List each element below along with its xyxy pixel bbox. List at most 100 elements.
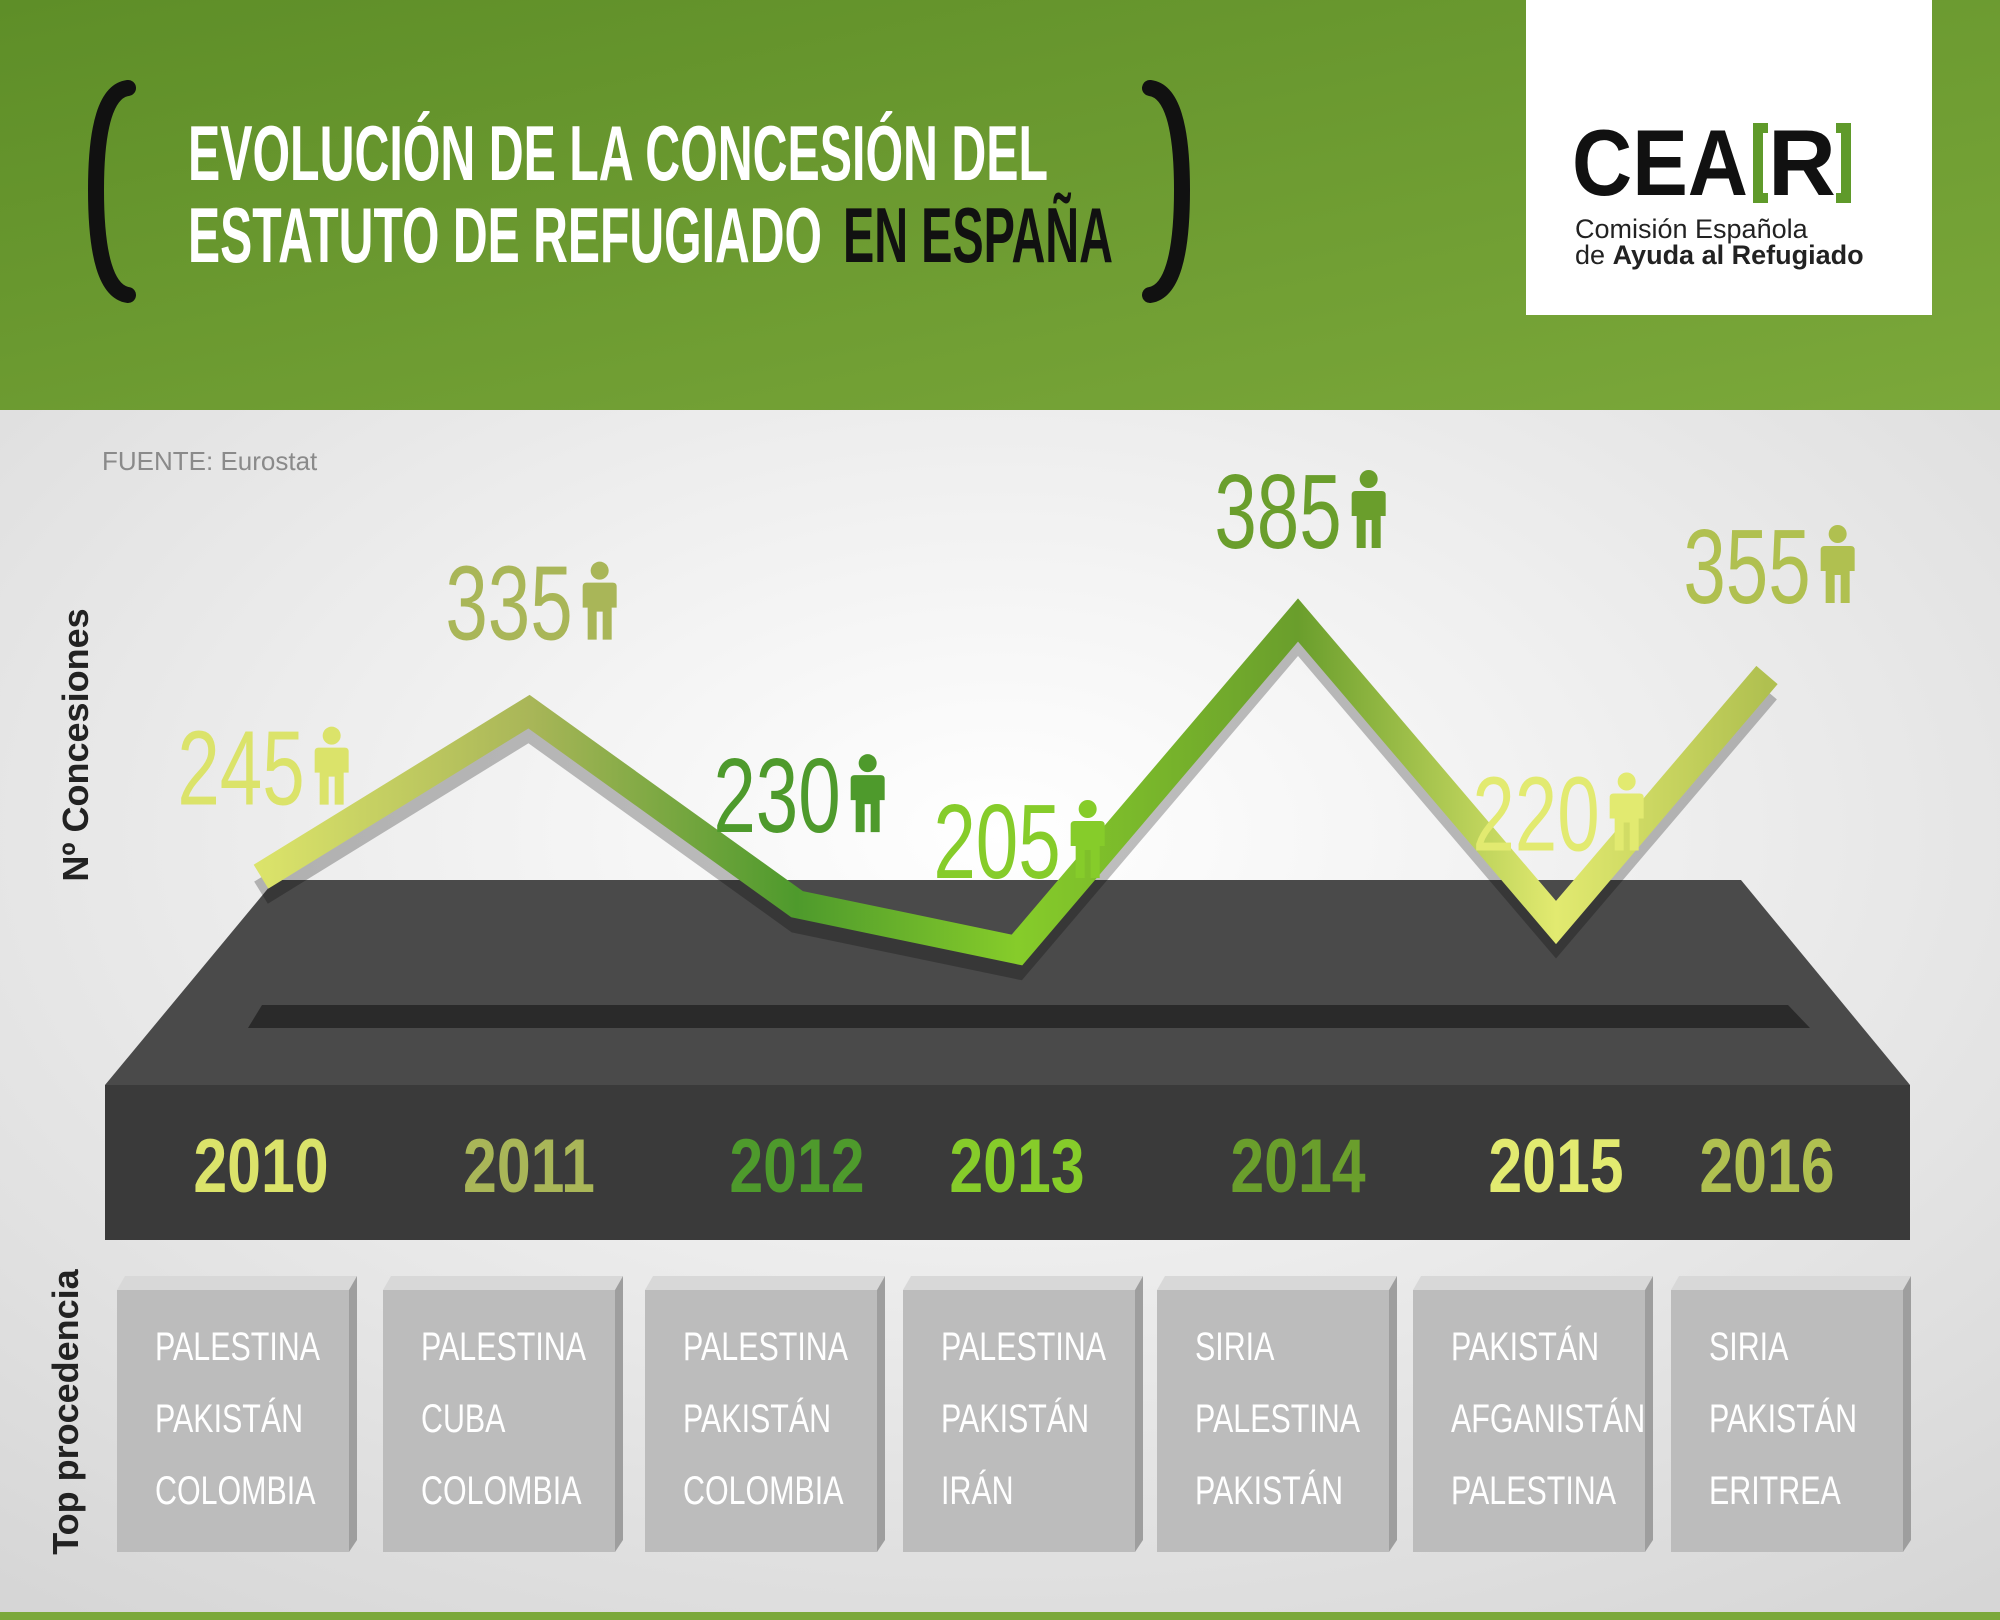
origin-label: Top procedencia [45, 1268, 86, 1554]
origin-box-side [1903, 1276, 1911, 1552]
logo-subtitle-prefix: de [1575, 240, 1605, 270]
origin-box-side [877, 1276, 885, 1552]
origin-box-bevel [903, 1276, 1143, 1290]
person-icon [582, 561, 617, 640]
title-line: ESTATUTO DE REFUGIADO [188, 191, 822, 279]
person-head [590, 561, 609, 580]
origin-name: PAKISTÁN [155, 1396, 303, 1441]
x-tick-label: 2013 [949, 1124, 1084, 1209]
origin-name: ERITREA [1709, 1469, 1841, 1513]
person-body [314, 747, 349, 805]
title-highlight: EN ESPAÑA [843, 191, 1113, 279]
origin-name: PAKISTÁN [683, 1396, 831, 1441]
y-axis-label: Nº Concesiones [55, 608, 96, 881]
person-head [1828, 525, 1847, 543]
value-label: 385 [1214, 453, 1341, 571]
person-body [1609, 793, 1644, 851]
footer-line [0, 1612, 2000, 1620]
origin-name: IRÁN [941, 1468, 1014, 1513]
origin-name: PAKISTÁN [1451, 1324, 1599, 1369]
origin-box-bevel [1671, 1276, 1911, 1290]
logo-name: CEA [1572, 110, 1748, 215]
value-label: 335 [445, 545, 572, 663]
person-icon [1351, 470, 1386, 548]
value-label: 230 [713, 737, 840, 855]
origin-box-side [1645, 1276, 1653, 1552]
x-tick-label: 2014 [1230, 1124, 1365, 1209]
x-tick-label: 2010 [193, 1124, 328, 1209]
origin-box-side [1389, 1276, 1397, 1552]
origin-box [903, 1290, 1135, 1552]
title-line: EVOLUCIÓN DE LA CONCESIÓN DEL [188, 109, 1048, 197]
origin-name: COLOMBIA [155, 1469, 316, 1513]
source: FUENTE: Eurostat [102, 446, 318, 476]
logo-box [1526, 0, 1932, 315]
person-head [1617, 772, 1636, 791]
value-label: 220 [1472, 756, 1599, 874]
chart-layer: 2010 2011 2012 2013 2014 2015 2016 245 335 230 205… [117, 453, 1911, 1552]
person-icon [850, 754, 885, 833]
logo-bracket [1836, 123, 1851, 203]
origin-name: PAKISTÁN [941, 1396, 1089, 1441]
origin-name: PALESTINA [421, 1325, 586, 1369]
person-body [1351, 491, 1386, 548]
origin-name: PALESTINA [683, 1325, 848, 1369]
origin-box [645, 1290, 877, 1552]
origin-box-bevel [645, 1276, 885, 1290]
x-tick-label: 2011 [463, 1124, 595, 1209]
person-head [858, 754, 877, 773]
origin-name: SIRIA [1195, 1325, 1275, 1369]
person-body [1070, 821, 1105, 878]
origin-name: COLOMBIA [683, 1469, 844, 1513]
person-icon [314, 726, 349, 805]
origin-name: CUBA [421, 1397, 506, 1441]
x-tick-label: 2012 [729, 1124, 864, 1209]
origin-box [1671, 1290, 1903, 1552]
person-head [1078, 800, 1097, 818]
origin-name: PALESTINA [1195, 1397, 1360, 1441]
origin-name: PAKISTÁN [1195, 1468, 1343, 1513]
platform-top [105, 880, 1910, 1085]
origin-box [1413, 1290, 1645, 1552]
logo-subtitle: Comisión Española [1575, 214, 1809, 244]
bracket-right [1142, 80, 1191, 303]
origin-box [383, 1290, 615, 1552]
person-head [322, 726, 341, 745]
origin-name: AFGANISTÁN [1451, 1396, 1645, 1441]
origin-name: COLOMBIA [421, 1469, 582, 1513]
origin-name: PAKISTÁN [1709, 1396, 1857, 1441]
platform-slot [248, 1005, 1810, 1028]
origin-box [1157, 1290, 1389, 1552]
bracket-left [87, 80, 136, 303]
person-icon [1609, 772, 1644, 851]
logo-name-bracketed: R [1768, 110, 1836, 215]
origin-box-bevel [117, 1276, 357, 1290]
value-label: 205 [933, 783, 1060, 901]
logo-subtitle-bold: Ayuda al Refugiado [1613, 240, 1864, 270]
logo-bracket [1753, 123, 1768, 203]
platform-front [105, 1085, 1910, 1240]
origin-name: PALESTINA [155, 1325, 320, 1369]
person-body [582, 582, 617, 640]
person-body [1820, 546, 1855, 603]
origin-box-side [349, 1276, 357, 1552]
logo-subtitle: de Ayuda al Refugiado [1575, 240, 1864, 270]
origin-name: PALESTINA [941, 1325, 1106, 1369]
x-tick-label: 2016 [1699, 1124, 1834, 1209]
origin-name: PALESTINA [1451, 1469, 1616, 1513]
origin-box-bevel [1413, 1276, 1653, 1290]
origin-name: SIRIA [1709, 1325, 1789, 1369]
origin-box-bevel [1157, 1276, 1397, 1290]
x-tick-label: 2015 [1488, 1124, 1623, 1209]
value-label: 245 [177, 710, 304, 828]
value-label: 355 [1683, 508, 1810, 626]
person-icon [1820, 525, 1855, 603]
origin-box-side [615, 1276, 623, 1552]
person-icon [1070, 800, 1105, 878]
line [253, 598, 1778, 966]
origin-box-bevel [383, 1276, 623, 1290]
origin-box-side [1135, 1276, 1143, 1552]
person-body [850, 775, 885, 833]
person-head [1359, 470, 1378, 488]
